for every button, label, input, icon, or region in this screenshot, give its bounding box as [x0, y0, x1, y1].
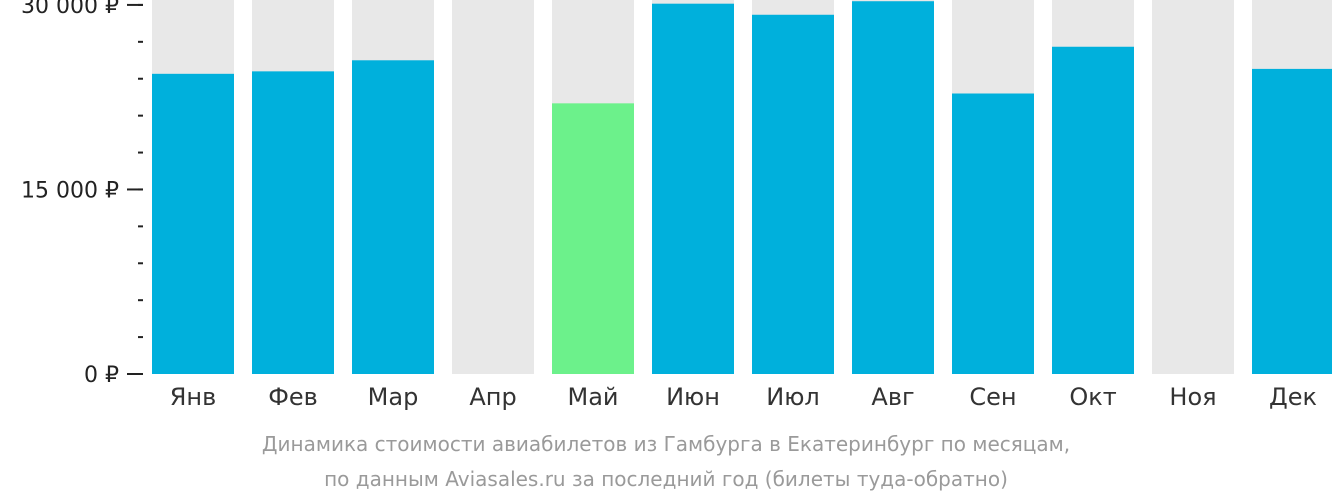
bar-12[interactable]: [1252, 68, 1332, 374]
x-tick-label: Мар: [368, 383, 419, 411]
x-tick-label: Сен: [969, 383, 1016, 411]
bar-8[interactable]: [852, 1, 934, 375]
bar-9[interactable]: [952, 93, 1034, 375]
x-tick-label: Окт: [1069, 383, 1116, 411]
x-tick-label: Май: [567, 383, 618, 411]
y-tick-label: 15 000 ₽: [21, 178, 119, 203]
x-tick-label: Фев: [268, 383, 318, 411]
x-tick-label: Ноя: [1169, 383, 1216, 411]
x-tick-label: Июн: [666, 383, 720, 411]
x-tick-label: Июл: [766, 383, 820, 411]
x-axis: Янв Фев Мар Апр Май Июн Июл Авг Сен Окт Ноя Дек: [170, 383, 1317, 411]
x-tick-label: Авг: [871, 383, 914, 411]
x-tick-label: Апр: [469, 383, 516, 411]
bar-3[interactable]: [352, 60, 434, 374]
bar-2[interactable]: [252, 71, 334, 375]
x-tick-label: Янв: [170, 383, 217, 411]
background-bar: [1152, 0, 1234, 374]
y-tick-label: 30 000 ₽: [21, 0, 119, 19]
x-tick-label: Дек: [1269, 383, 1317, 411]
bar-5[interactable]: [552, 103, 634, 374]
price-chart: 0 ₽ 15 000 ₽ 30 000 ₽ Янв Фев Мар Апр Май Июн Ию…: [21, 0, 1332, 411]
background-bar: [452, 0, 534, 374]
bar-7[interactable]: [752, 14, 834, 375]
chart-caption-line-1: Динамика стоимости авиабилетов из Гамбур…: [261, 432, 1071, 456]
bar-6[interactable]: [652, 3, 734, 374]
y-tick-label: 0 ₽: [84, 363, 119, 388]
chart-caption-line-2: по данным Aviasales.ru за последний год …: [324, 467, 1008, 491]
price-bars: [152, 1, 1332, 375]
y-axis: 0 ₽ 15 000 ₽ 30 000 ₽: [21, 0, 143, 388]
bar-10[interactable]: [1052, 46, 1134, 374]
bar-1[interactable]: [152, 73, 234, 374]
